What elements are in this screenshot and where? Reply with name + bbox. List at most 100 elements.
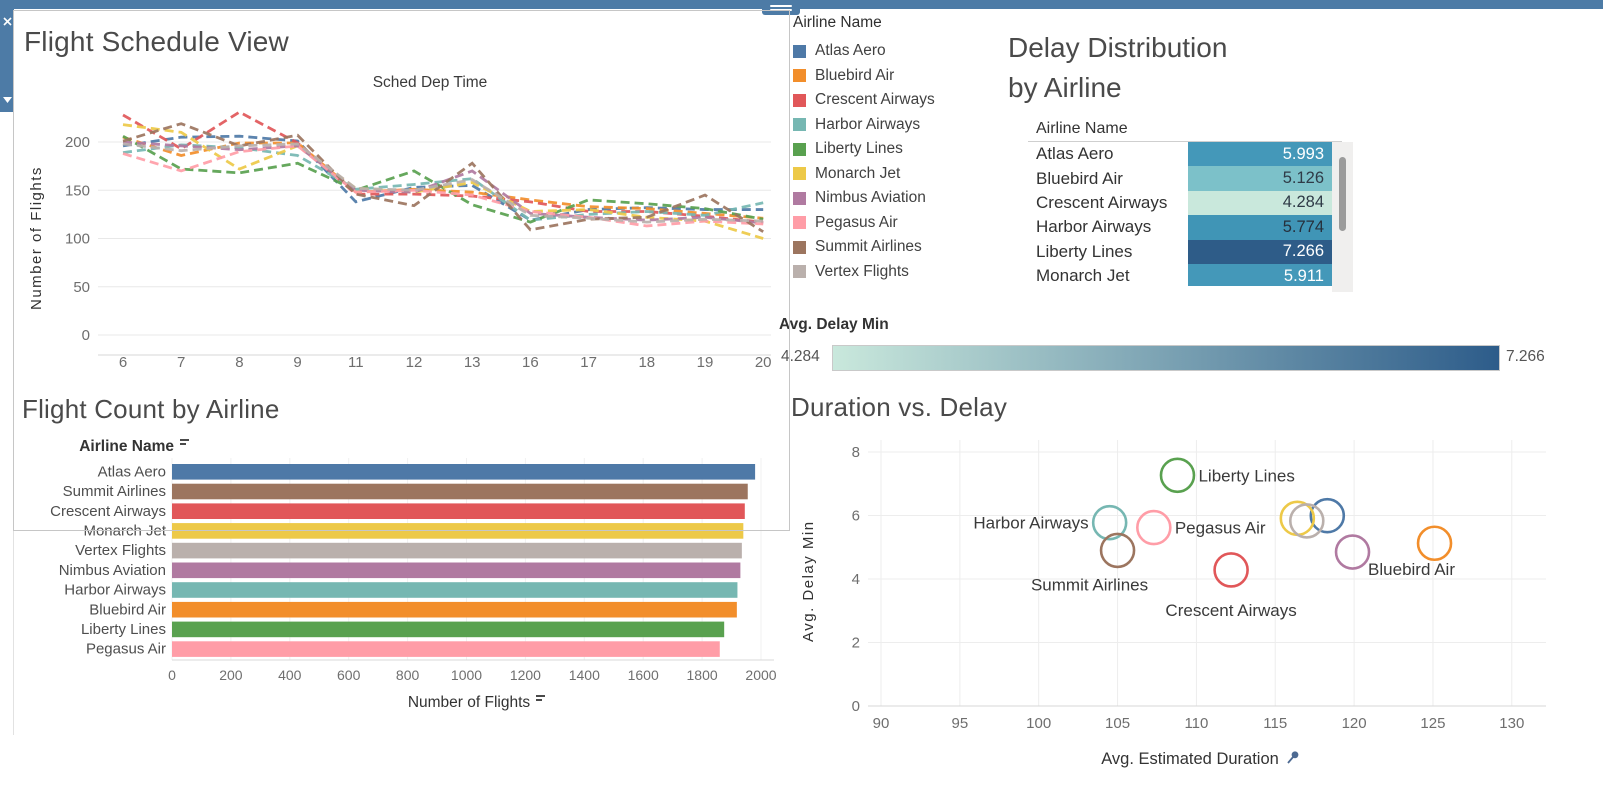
delay-cell[interactable]: 4.284 [1188, 190, 1332, 216]
line-series-monarch-jet[interactable] [122, 123, 764, 240]
x-tick-label: 8 [235, 354, 243, 371]
bar-summit-airlines[interactable] [172, 483, 748, 500]
delay-table-header-rule [1028, 141, 1342, 142]
sort-icon[interactable] [180, 438, 190, 447]
scatter-point-pegasus-air[interactable] [1136, 509, 1172, 546]
y-tick-label: 0 [82, 327, 90, 344]
delay-row-name[interactable]: Harbor Airways [1036, 217, 1152, 237]
bar-monarch-jet[interactable] [172, 523, 744, 539]
x-tick-label: 120 [1342, 715, 1367, 732]
bar-pegasus-air[interactable] [172, 641, 720, 657]
legend-swatch-icon [793, 216, 806, 230]
legend-item-bluebird-air[interactable]: Bluebird Air [793, 64, 998, 89]
legend-item-monarch-jet[interactable]: Monarch Jet [793, 162, 998, 187]
bar-atlas-aero[interactable] [172, 464, 756, 480]
selection-top-bar [0, 0, 1603, 9]
legend-item-label: Summit Airlines [815, 238, 922, 256]
bar-nimbus-aviation[interactable] [172, 562, 741, 579]
legend-item-label: Harbor Airways [815, 115, 921, 133]
x-tick-label: 18 [638, 354, 655, 371]
delay-cell[interactable]: 5.911 [1188, 263, 1332, 286]
delay-cell[interactable]: 7.266 [1188, 239, 1332, 264]
bar-bluebird-air[interactable] [172, 601, 737, 618]
legend-item-pegasus-air[interactable]: Pegasus Air [793, 211, 998, 236]
zone-menu-button[interactable] [0, 92, 14, 108]
legend-item-summit-airlines[interactable]: Summit Airlines [793, 235, 998, 260]
close-button[interactable] [0, 13, 14, 29]
scatter-point-nimbus-aviation[interactable] [1334, 534, 1371, 570]
line-series-summit-airlines[interactable] [122, 122, 764, 233]
scatter-point-crescent-airways[interactable] [1213, 552, 1249, 588]
scatter-point-bluebird-air[interactable] [1416, 525, 1453, 562]
legend-item-label: Monarch Jet [815, 164, 901, 182]
airline-color-legend: Airline Name Atlas Aero Bluebird Air Cresc… [793, 14, 998, 284]
table-row-liberty-lines: Liberty Lines 7.266 [1036, 239, 1332, 264]
scatter-point-summit-airlines[interactable] [1099, 532, 1136, 569]
line-chart-inner-title: Sched Dep Time [372, 74, 488, 91]
delay-cell[interactable]: 5.774 [1188, 215, 1332, 240]
x-tick-label: 105 [1105, 715, 1130, 732]
legend-swatch-icon [793, 69, 806, 83]
delay-panel-title: Delay Distribution by Airline [1008, 28, 1368, 108]
delay-cell[interactable]: 5.993 [1188, 142, 1332, 167]
line-chart-title: Flight Schedule View [24, 26, 289, 57]
delay-row-name[interactable]: Monarch Jet [1036, 266, 1130, 286]
scatter-point-label: Bluebird Air [1368, 560, 1455, 579]
line-series-vertex-flights[interactable] [122, 142, 764, 224]
y-tick-label: 6 [852, 508, 860, 525]
legend-item-nimbus-aviation[interactable]: Nimbus Aviation [793, 186, 998, 211]
legend-swatch-icon [793, 142, 806, 156]
line-series-bluebird-air[interactable] [122, 135, 764, 220]
delay-row-name[interactable]: Atlas Aero [1036, 144, 1114, 164]
scatter-point-liberty-lines[interactable] [1159, 457, 1196, 494]
scatter-point-vertex-flights[interactable] [1288, 503, 1325, 539]
pin-icon[interactable] [1285, 750, 1300, 765]
scrollbar-track[interactable] [1332, 142, 1353, 292]
bar-row-label: Monarch Jet [83, 523, 166, 540]
delay-cell[interactable]: 5.126 [1188, 166, 1332, 191]
delay-distribution-panel: Delay Distribution by Airline Airline Na… [1008, 28, 1368, 292]
delay-row-name[interactable]: Bluebird Air [1036, 168, 1123, 188]
table-row-harbor-airways: Harbor Airways 5.774 [1036, 215, 1332, 240]
scrollbar-thumb[interactable] [1339, 157, 1346, 231]
legend-item-liberty-lines[interactable]: Liberty Lines [793, 137, 998, 162]
legend-item-atlas-aero[interactable]: Atlas Aero [793, 39, 998, 64]
x-tick-label: 19 [697, 354, 714, 371]
bar-row-label: Nimbus Aviation [59, 562, 166, 579]
drag-handle[interactable] [762, 0, 800, 15]
x-tick-label: 11 [348, 354, 364, 371]
legend-item-vertex-flights[interactable]: Vertex Flights [793, 260, 998, 285]
bar-harbor-airways[interactable] [172, 582, 738, 598]
x-tick-label: 12 [406, 354, 423, 371]
bar-liberty-lines[interactable] [172, 621, 725, 638]
delay-row-name[interactable]: Crescent Airways [1036, 192, 1168, 212]
legend-swatch-icon [793, 191, 806, 205]
legend-swatch-icon [793, 240, 806, 254]
line-series-liberty-lines[interactable] [122, 134, 764, 224]
bar-chart-x-axis-label-text: Number of Flights [407, 694, 531, 711]
legend-item-harbor-airways[interactable]: Harbor Airways [793, 113, 998, 138]
scatter-point-atlas-aero[interactable] [1309, 497, 1346, 534]
bar-row-label: Bluebird Air [89, 601, 166, 618]
bar-crescent-airways[interactable] [172, 503, 745, 519]
line-series-nimbus-aviation[interactable] [122, 140, 764, 225]
floating-zone-controls [0, 9, 14, 112]
x-tick-label: 1000 [451, 667, 482, 683]
bar-chart-title: Flight Count by Airline [22, 394, 280, 424]
delay-row-name[interactable]: Liberty Lines [1036, 241, 1133, 261]
x-tick-label: 17 [580, 354, 597, 371]
scatter-point-harbor-airways[interactable] [1091, 504, 1128, 541]
x-tick-label: 130 [1499, 715, 1524, 732]
sort-icon[interactable] [536, 694, 546, 703]
x-tick-label: 20 [755, 354, 772, 371]
line-series-crescent-airways[interactable] [122, 110, 764, 224]
line-series-atlas-aero[interactable] [122, 134, 764, 222]
bar-vertex-flights[interactable] [172, 542, 742, 559]
legend-item-crescent-airways[interactable]: Crescent Airways [793, 88, 998, 113]
line-series-pegasus-air[interactable] [122, 144, 764, 228]
scatter-x-axis-label-text: Avg. Estimated Duration [1101, 750, 1279, 768]
x-tick-label: 9 [293, 354, 301, 371]
x-tick-label: 2000 [745, 667, 776, 683]
x-tick-label: 90 [873, 715, 890, 732]
